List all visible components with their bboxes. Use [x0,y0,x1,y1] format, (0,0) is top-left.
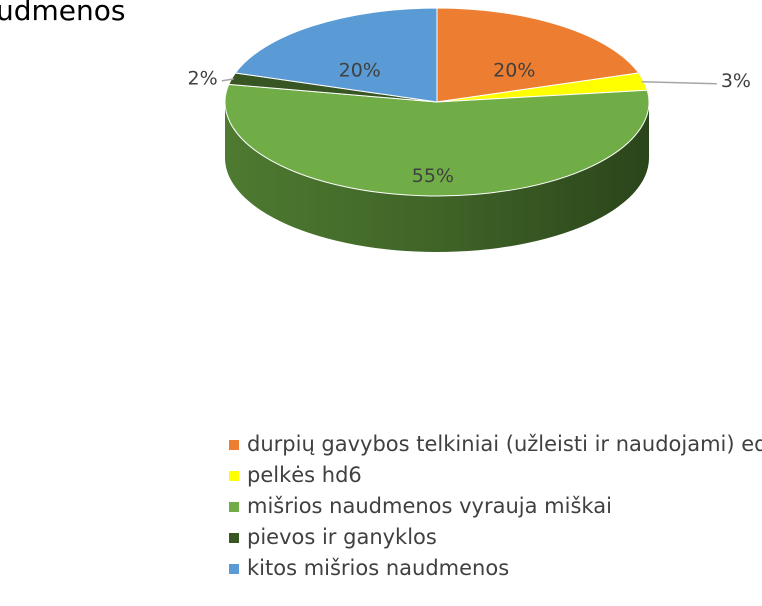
legend-label: pievos ir ganyklos [247,525,437,549]
legend-swatch [229,471,239,481]
pie-slice [234,7,438,103]
data-label: 20% [493,59,535,81]
legend-label: kitos mišrios naudmenos [247,556,509,580]
legend-swatch [229,440,239,450]
legend-label: pelkės hd6 [247,463,362,487]
pie-side [225,102,649,252]
legend-label: durpių gavybos telkiniai (užleisti ir na… [247,432,762,456]
legend-swatch [229,502,239,512]
chart-title: udmenos [0,0,126,27]
data-label: 55% [412,165,454,187]
legend-swatch [229,564,239,574]
pie-slice [224,83,650,197]
data-label: 2% [188,67,218,89]
legend-label: mišrios naudmenos vyrauja miškai [247,494,612,518]
legend-swatch [229,533,239,543]
data-label: 3% [721,70,751,92]
leader-line [641,80,717,85]
leader-line [221,78,234,82]
pie-slice [436,7,640,103]
data-label: 20% [339,59,381,81]
